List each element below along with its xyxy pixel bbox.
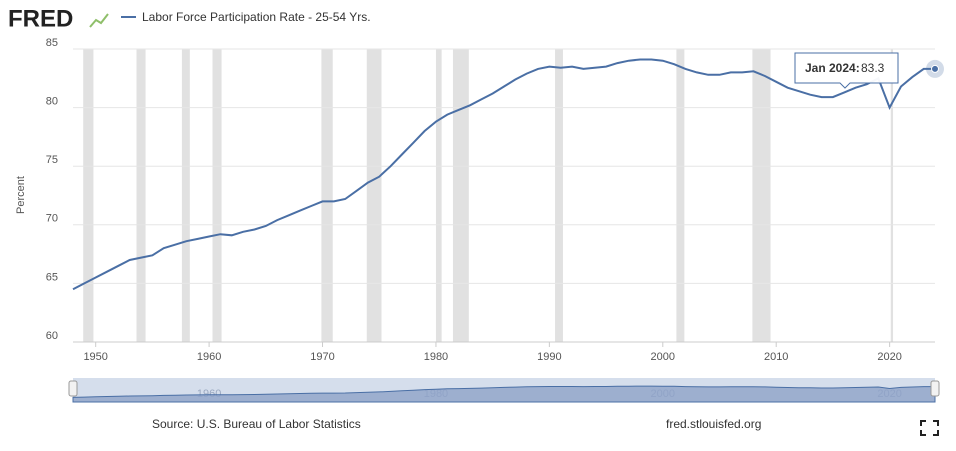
recession-band [752,49,771,342]
x-tick-label: 1950 [83,351,107,363]
recession-band [366,49,382,342]
x-tick-label: 1990 [537,351,561,363]
y-axis-label: Percent [15,176,27,214]
recession-band [435,49,442,342]
site-link[interactable]: fred.stlouisfed.org [666,417,761,431]
tooltip-label: Jan 2024: [805,61,860,75]
x-tick-label: 1970 [310,351,334,363]
y-tick-label: 80 [46,96,58,108]
fullscreen-button[interactable] [920,420,939,436]
recession-band [136,49,146,342]
y-tick-label: 85 [46,37,58,49]
x-tick-label: 2000 [651,351,675,363]
hover-point [931,64,939,73]
brand-logo: FRED [8,5,73,32]
tooltip-value: 83.3 [861,61,885,75]
x-tick-label: 1960 [197,351,221,363]
legend-label: Labor Force Participation Rate - 25-54 Y… [142,10,371,24]
recession-band [83,49,94,342]
x-tick-label: 1980 [424,351,448,363]
y-tick-label: 70 [46,213,58,225]
recession-band [181,49,190,342]
x-tick-label: 2010 [764,351,788,363]
y-tick-label: 65 [46,271,58,283]
source-note: Source: U.S. Bureau of Labor Statistics [152,417,361,431]
y-tick-label: 75 [46,154,58,166]
recession-band [890,49,894,342]
recession-band [452,49,469,342]
navigator-area [72,385,936,403]
recession-band [321,49,333,342]
tooltip-box [794,52,899,89]
data-line [72,58,935,291]
recession-band [555,49,563,342]
logo-icon [89,13,109,28]
y-tick-label: 60 [46,330,58,342]
navigator-handle[interactable] [68,380,78,397]
recession-band [212,49,222,342]
x-tick-label: 2020 [877,351,901,363]
navigator-handle[interactable] [930,380,940,397]
recession-band [676,49,685,342]
